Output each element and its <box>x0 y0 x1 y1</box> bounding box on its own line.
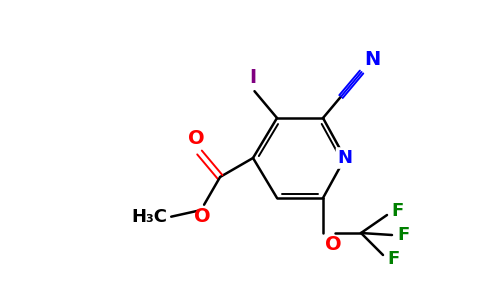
Text: O: O <box>188 130 205 148</box>
Text: O: O <box>325 235 342 254</box>
Text: O: O <box>194 207 211 226</box>
Text: F: F <box>387 250 399 268</box>
Text: F: F <box>397 226 409 244</box>
Text: N: N <box>364 50 381 69</box>
Text: N: N <box>337 149 352 167</box>
Text: H₃C: H₃C <box>131 208 167 226</box>
Text: I: I <box>249 68 256 87</box>
Text: F: F <box>391 202 403 220</box>
